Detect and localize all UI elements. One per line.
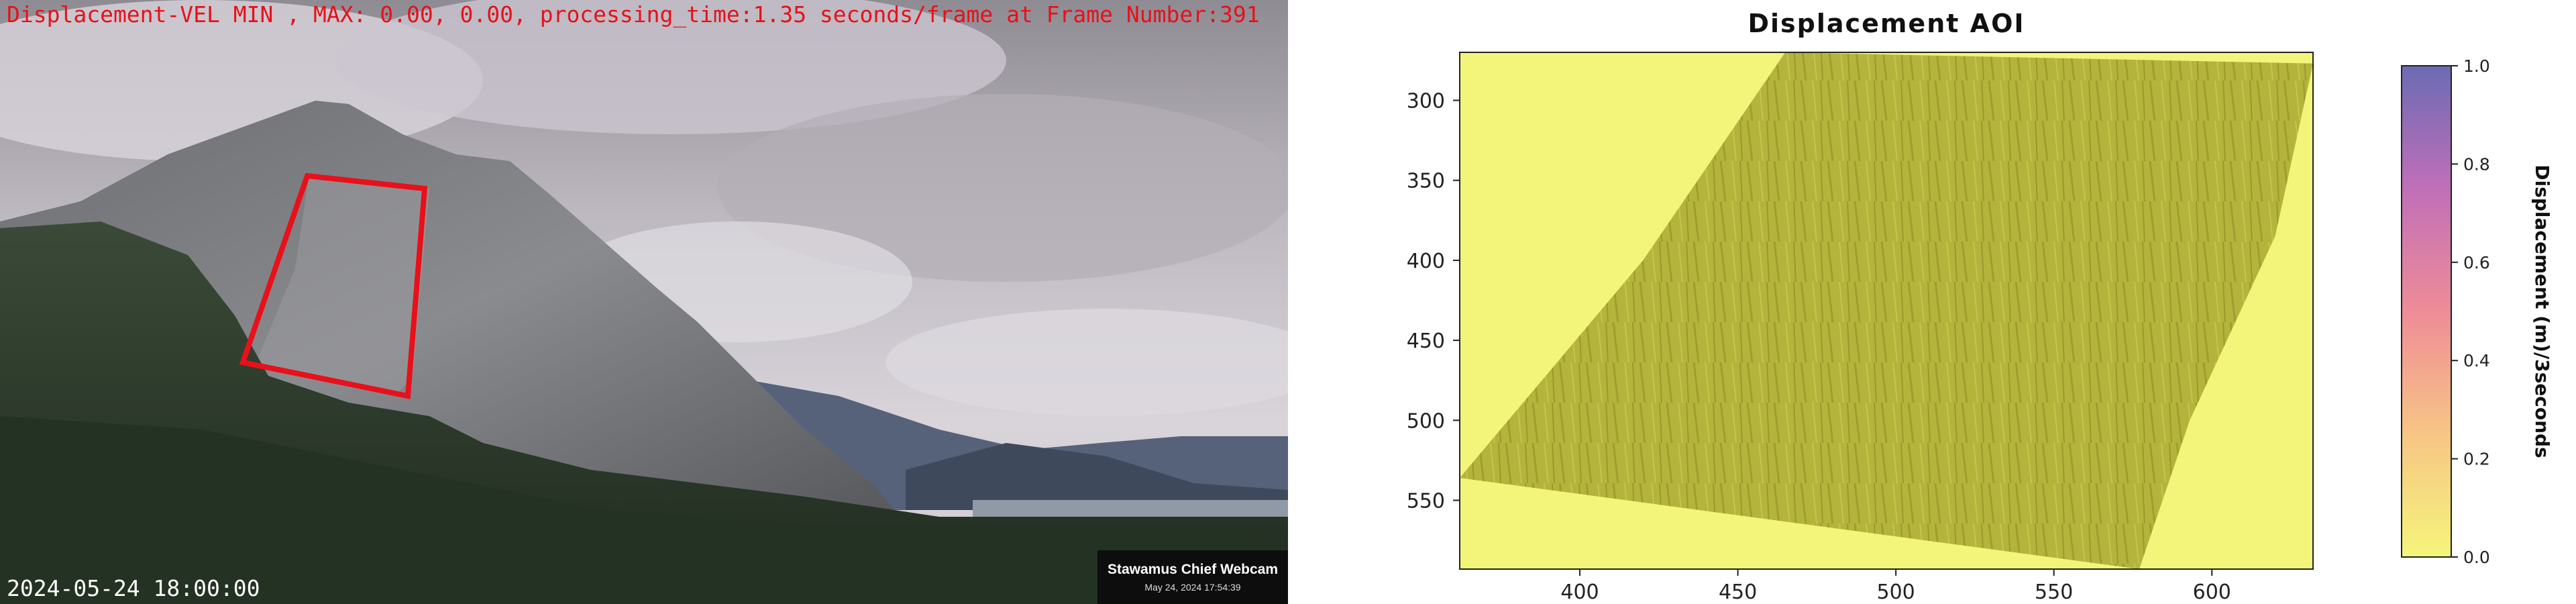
colorbar-tick-label: 0.6 [2463,253,2490,272]
x-tick-label: 550 [2035,581,2073,604]
colorbar-ticks: 0.0 0.2 0.4 0.6 0.8 1.0 [2451,56,2490,567]
aoi-outline [239,172,428,399]
plot-frame [1459,52,2314,570]
webcam-frame: Displacement-VEL MIN , MAX: 0.00, 0.00, … [0,0,1288,604]
displacement-chart: Displacement AOI 400 450 500 550 600 300 350 4… [1407,9,2553,604]
x-tick-label: 600 [2193,581,2231,604]
x-tick-label: 450 [1719,581,1757,604]
y-tick-label: 300 [1407,90,1445,113]
colorbar-tick-label: 0.0 [2463,548,2490,567]
y-tick-label: 550 [1407,489,1445,513]
colorbar-tick-label: 0.8 [2463,154,2490,174]
x-tick-label: 400 [1560,581,1599,604]
y-tick-label: 500 [1407,409,1445,433]
y-tick-label: 350 [1407,170,1445,193]
aoi-displacement-region [1460,52,2313,569]
processing-status-text: Displacement-VEL MIN , MAX: 0.00, 0.00, … [7,1,1260,28]
colorbar-tick-label: 0.2 [2463,450,2490,469]
mountain-scene [0,0,1288,604]
x-axis: 400 450 500 550 600 [1560,569,2231,604]
camera-name: Stawamus Chief Webcam [1107,562,1279,577]
frame-timestamp: 2024-05-24 18:00:00 [7,575,260,601]
camera-label-box: Stawamus Chief Webcam May 24, 2024 17:54… [1097,550,1288,604]
camera-date: May 24, 2024 17:54:39 [1144,582,1241,593]
colorbar-tick-label: 0.4 [2463,351,2490,370]
colorbar [2401,65,2452,558]
x-tick-label: 500 [1877,581,1915,604]
y-tick-label: 400 [1407,250,1445,273]
chart-title: Displacement AOI [1748,9,2025,38]
displacement-chart-panel: Displacement AOI 400 450 500 550 600 300 350 4… [1288,0,2576,604]
colorbar-label: Displacement (m)/3seconds [2531,164,2553,458]
y-tick-label: 450 [1407,330,1445,353]
y-axis: 300 350 400 450 500 550 [1407,90,1460,513]
colorbar-tick-label: 1.0 [2463,56,2490,76]
